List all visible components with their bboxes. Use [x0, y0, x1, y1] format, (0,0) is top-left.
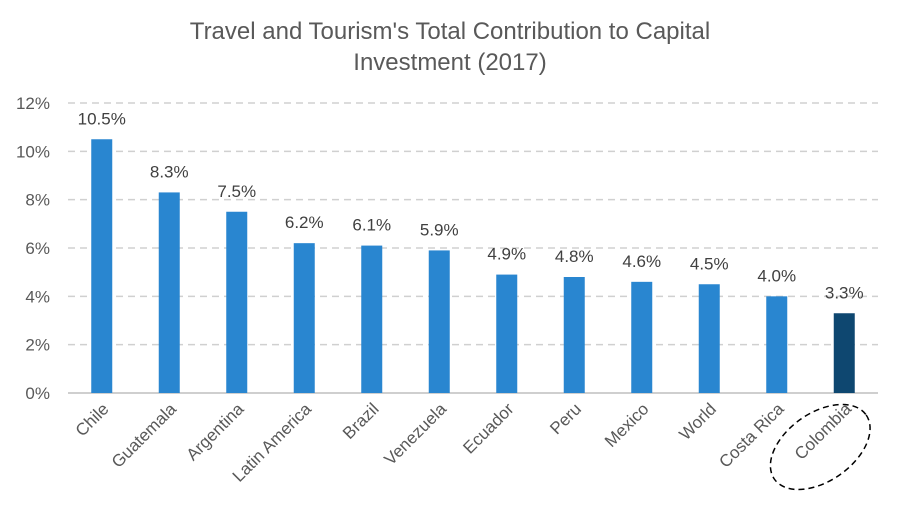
y-tick-label: 4%: [25, 287, 50, 306]
category-label: Peru: [546, 399, 585, 438]
y-tick-label: 6%: [25, 239, 50, 258]
bar-brazil: [361, 245, 383, 393]
category-label: Chile: [72, 399, 113, 440]
category-label: Brazil: [339, 399, 382, 442]
category-label: Ecuador: [459, 399, 517, 457]
chart-title-line-1: Travel and Tourism's Total Contribution …: [189, 18, 711, 45]
chart-title-line-2: Investment (2017): [353, 49, 547, 76]
data-label: 10.5%: [78, 109, 126, 128]
bar-venezuela: [428, 250, 450, 393]
bar-latin-america: [293, 243, 315, 393]
chart-title: Travel and Tourism's Total Contribution …: [0, 16, 900, 78]
bar-ecuador: [496, 274, 518, 393]
bar-argentina: [226, 211, 248, 393]
category-label: Costa Rica: [715, 399, 788, 472]
category-label: Mexico: [601, 399, 653, 451]
category-label: Argentina: [183, 399, 248, 464]
y-tick-label: 10%: [16, 142, 50, 161]
category-label: Colombia: [791, 399, 856, 464]
bar-guatemala: [158, 192, 180, 393]
bar-colombia: [833, 313, 855, 393]
data-label: 4.8%: [555, 247, 594, 266]
y-tick-label: 12%: [16, 94, 50, 113]
highlight-ellipse: [769, 403, 871, 491]
data-label: 8.3%: [150, 162, 189, 181]
bar-costa-rica: [766, 296, 788, 393]
y-axis-tick-labels: 0% 2% 4% 6% 8% 10% 12%: [16, 94, 50, 403]
data-label: 7.5%: [217, 182, 256, 201]
category-label: World: [675, 399, 720, 444]
y-tick-label: 0%: [25, 384, 50, 403]
data-label: 5.9%: [420, 220, 459, 239]
data-label: 4.0%: [757, 266, 796, 285]
data-label: 4.6%: [622, 252, 661, 271]
bar-chile: [91, 139, 113, 393]
data-label: 3.3%: [825, 283, 864, 302]
grid-lines: [68, 102, 878, 394]
data-label: 6.2%: [285, 213, 324, 232]
bar-world: [698, 284, 720, 393]
data-label: 6.1%: [352, 216, 391, 235]
bar-mexico: [631, 281, 653, 393]
bars: [91, 139, 855, 393]
data-label: 4.9%: [487, 245, 526, 264]
y-tick-label: 8%: [25, 191, 50, 210]
y-tick-label: 2%: [25, 336, 50, 355]
category-label: Guatemala: [108, 399, 181, 472]
category-label: Venezuela: [380, 399, 450, 469]
bar-peru: [563, 277, 585, 393]
data-label: 4.5%: [690, 254, 729, 273]
data-labels: 10.5% 8.3% 7.5% 6.2% 6.1% 5.9% 4.9% 4.8% 4.6% 4.5…: [78, 109, 864, 302]
